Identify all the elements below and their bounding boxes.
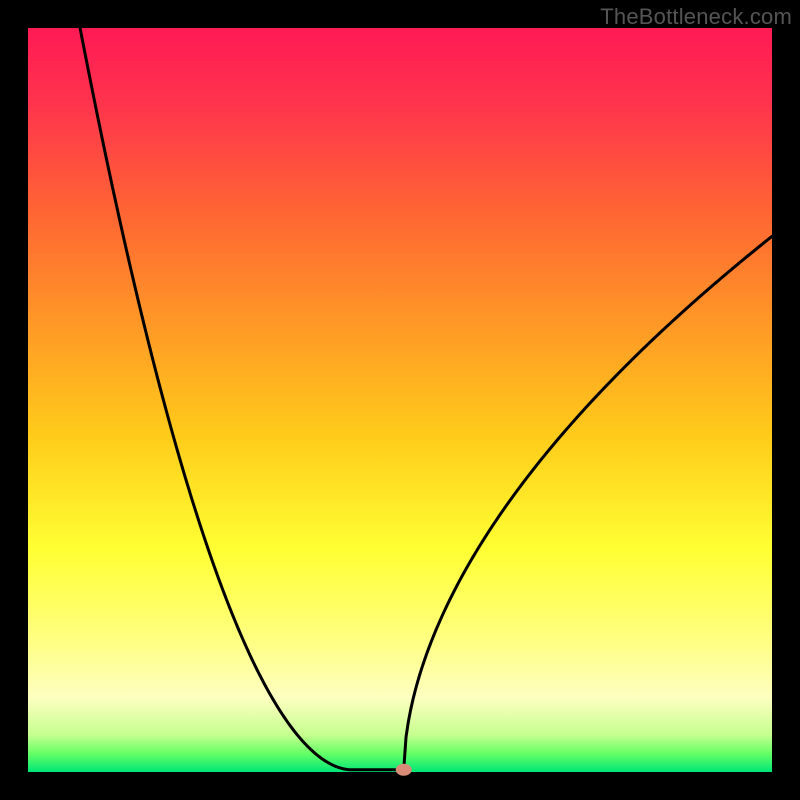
watermark-label: TheBottleneck.com	[600, 4, 792, 30]
gradient-background	[28, 28, 772, 772]
bottleneck-chart	[0, 0, 800, 800]
optimal-point-marker	[396, 764, 412, 776]
chart-container: TheBottleneck.com	[0, 0, 800, 800]
